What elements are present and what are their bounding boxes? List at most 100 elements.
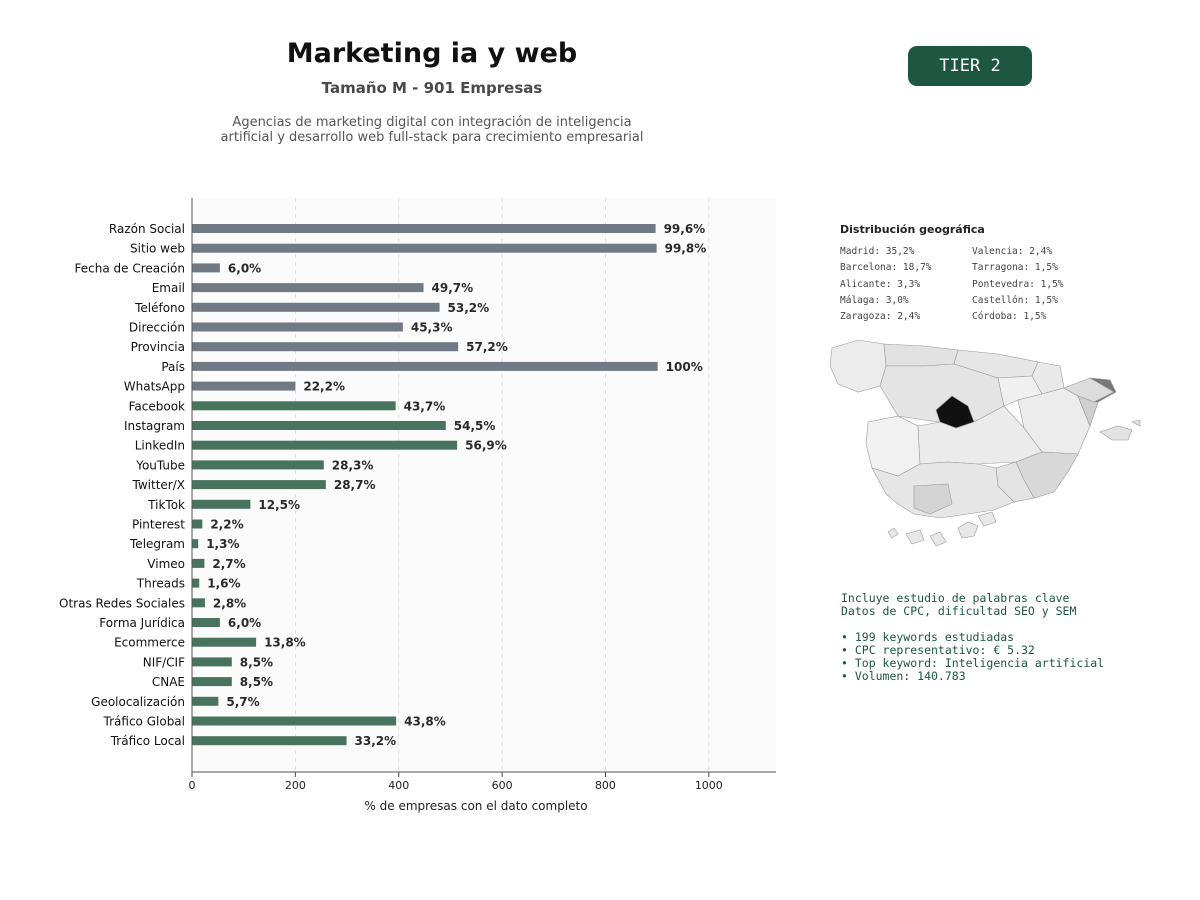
geo-item: Castellón: 1,5% bbox=[972, 294, 1058, 306]
bar-value-label: 53,2% bbox=[448, 301, 490, 315]
bar-value-label: 49,7% bbox=[432, 281, 474, 295]
bar bbox=[192, 460, 324, 470]
bar-value-label: 33,2% bbox=[355, 734, 397, 748]
bar-value-label: 43,8% bbox=[404, 715, 446, 729]
bar-value-label: 43,7% bbox=[404, 399, 446, 413]
bar bbox=[192, 480, 326, 490]
geo-item: Córdoba: 1,5% bbox=[972, 311, 1047, 323]
y-category-label: TikTok bbox=[147, 498, 185, 512]
map-region-extremadura bbox=[865, 415, 921, 477]
bar bbox=[192, 440, 458, 450]
x-tick-label: 400 bbox=[388, 779, 409, 792]
map-region-baleares bbox=[1099, 419, 1141, 441]
bar-value-label: 22,2% bbox=[303, 380, 345, 394]
keywords-line: Datos de CPC, dificultad SEO y SEM bbox=[841, 604, 1077, 618]
bar bbox=[192, 677, 232, 687]
bar bbox=[192, 696, 219, 706]
bar-value-label: 2,2% bbox=[210, 518, 243, 532]
geo-item: Pontevedra: 1,5% bbox=[972, 278, 1064, 290]
y-category-label: Email bbox=[152, 281, 185, 295]
bar bbox=[192, 302, 440, 312]
bar-value-label: 57,2% bbox=[466, 340, 508, 354]
bar bbox=[192, 578, 200, 588]
y-category-label: Teléfono bbox=[134, 301, 185, 315]
y-category-label: Threads bbox=[136, 577, 185, 591]
y-category-label: Razón Social bbox=[109, 222, 185, 236]
bar-value-label: 6,0% bbox=[228, 616, 261, 630]
bar-value-label: 8,5% bbox=[240, 655, 273, 669]
bar-value-label: 56,9% bbox=[465, 439, 507, 453]
y-category-label: Vimeo bbox=[147, 557, 185, 571]
map-region-galicia bbox=[829, 339, 887, 393]
keywords-line: Incluye estudio de palabras clave bbox=[841, 591, 1070, 605]
bar bbox=[192, 263, 220, 273]
bar-value-label: 28,3% bbox=[332, 458, 374, 472]
map-region-canarias bbox=[887, 511, 997, 547]
bar-value-label: 99,6% bbox=[664, 222, 706, 236]
geo-item: Zaragoza: 2,4% bbox=[840, 311, 921, 323]
bar bbox=[192, 243, 657, 253]
bar-value-label: 28,7% bbox=[334, 478, 376, 492]
keywords-bullet: • CPC representativo: € 5.32 bbox=[841, 643, 1035, 657]
keywords-bullet: • 199 keywords estudiadas bbox=[841, 630, 1015, 644]
geo-item: Barcelona: 18,7% bbox=[840, 262, 932, 274]
description-line: artificial y desarrollo web full-stack p… bbox=[220, 130, 644, 145]
geo-item: Alicante: 3,3% bbox=[840, 278, 921, 290]
y-category-label: Pinterest bbox=[132, 518, 185, 532]
bar-value-label: 12,5% bbox=[258, 498, 300, 512]
bar-value-label: 54,5% bbox=[454, 419, 496, 433]
page-title: Marketing ia y web bbox=[286, 38, 578, 69]
y-category-label: Instagram bbox=[124, 419, 185, 433]
x-tick-label: 200 bbox=[285, 779, 306, 792]
bar bbox=[192, 401, 396, 411]
geo-item: Valencia: 2,4% bbox=[972, 246, 1053, 257]
y-category-label: Twitter/X bbox=[132, 478, 185, 492]
bar bbox=[192, 322, 403, 332]
y-category-label: Facebook bbox=[129, 399, 185, 413]
bar-value-label: 2,8% bbox=[213, 596, 246, 610]
bar-value-label: 1,6% bbox=[207, 577, 240, 591]
geo-item: Málaga: 3,0% bbox=[840, 294, 909, 306]
bar bbox=[192, 618, 220, 627]
bar bbox=[192, 381, 296, 391]
map-region-tarragona bbox=[1077, 395, 1099, 427]
bar-value-label: 5,7% bbox=[226, 695, 259, 709]
y-category-label: Ecommerce bbox=[114, 636, 185, 650]
bar-value-label: 100% bbox=[666, 360, 703, 374]
y-category-label: Tráfico Local bbox=[110, 734, 185, 748]
bar bbox=[192, 499, 251, 509]
bar-value-label: 1,3% bbox=[206, 537, 239, 551]
bar bbox=[192, 558, 205, 568]
y-category-label: Telegram bbox=[129, 537, 185, 551]
bar bbox=[192, 736, 347, 746]
keywords-info: Incluye estudio de palabras clave Datos … bbox=[841, 592, 1181, 683]
y-category-label: LinkedIn bbox=[135, 439, 185, 453]
y-category-label: YouTube bbox=[135, 458, 185, 472]
completeness-bar-chart: 0 200 400 600 800 1000 Razón Social 99,6% Sitio … bbox=[59, 198, 776, 813]
page-description: Agencias de marketing digital con integr… bbox=[212, 115, 652, 145]
bar-value-label: 99,8% bbox=[665, 242, 707, 256]
tier-badge: TIER 2 bbox=[908, 46, 1032, 86]
map-region-asturias bbox=[883, 343, 959, 367]
bar-value-label: 45,3% bbox=[411, 321, 453, 335]
y-category-label: CNAE bbox=[152, 675, 185, 689]
y-category-label: NIF/CIF bbox=[143, 655, 185, 669]
keywords-bullet: • Volumen: 140.783 bbox=[841, 669, 966, 683]
y-category-label: País bbox=[161, 360, 185, 374]
bar bbox=[192, 421, 446, 430]
page-subtitle: Tamaño M - 901 Empresas bbox=[321, 79, 543, 97]
bar bbox=[192, 657, 232, 667]
bar bbox=[192, 342, 459, 352]
bar bbox=[192, 539, 199, 549]
x-axis-label: % de empresas con el dato completo bbox=[364, 799, 587, 813]
bar bbox=[192, 519, 203, 529]
bar-value-label: 13,8% bbox=[264, 636, 306, 650]
geo-item: Tarragona: 1,5% bbox=[972, 262, 1058, 274]
y-category-label: WhatsApp bbox=[124, 380, 185, 394]
y-category-label: Provincia bbox=[131, 340, 185, 354]
geo-distribution-title: Distribución geográfica bbox=[840, 223, 985, 236]
y-category-label: Sitio web bbox=[130, 242, 185, 256]
bar bbox=[192, 361, 658, 371]
y-category-label: Tráfico Global bbox=[103, 715, 185, 729]
bar-value-label: 2,7% bbox=[212, 557, 245, 571]
